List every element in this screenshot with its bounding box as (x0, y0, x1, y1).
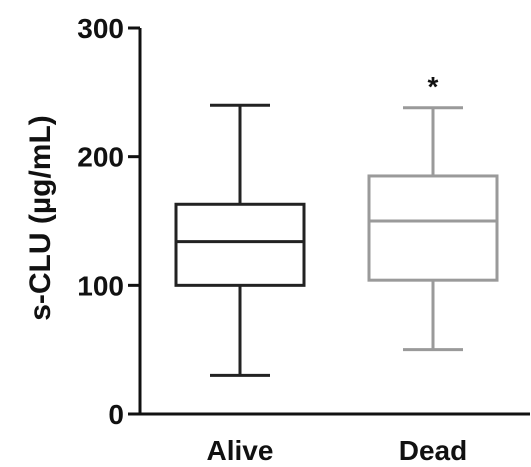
y-tick-label-300: 300 (77, 13, 124, 44)
y-tick-label-100: 100 (77, 270, 124, 301)
dead-box (367, 174, 499, 282)
dead-category-label: Dead (399, 435, 467, 466)
boxes: Alive Dead * (174, 71, 499, 466)
alive-category-label: Alive (207, 435, 274, 466)
axes: 0 100 200 300 (77, 13, 530, 430)
y-tick-label-200: 200 (77, 142, 124, 173)
y-tick-label-0: 0 (108, 399, 124, 430)
y-axis-label: s-CLU (µg/mL) (24, 115, 57, 321)
alive-box (174, 202, 306, 287)
dead-significance-label: * (428, 71, 439, 102)
